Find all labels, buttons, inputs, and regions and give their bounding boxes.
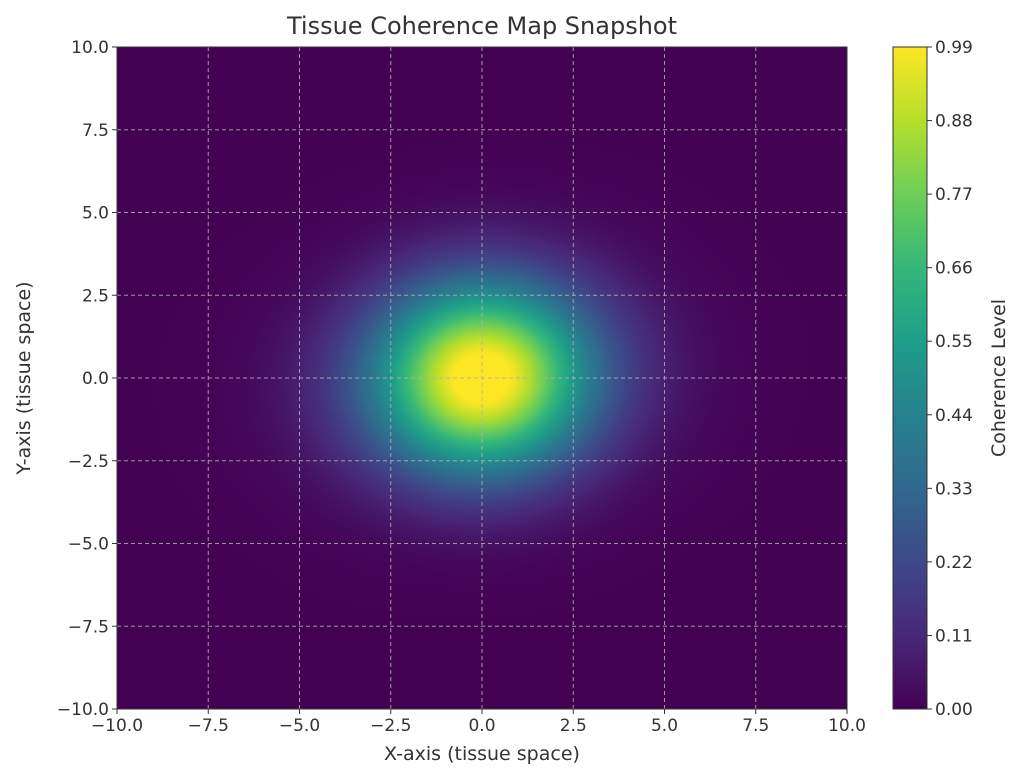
x-tick-label: −5.0 (279, 716, 320, 736)
y-tick-label: 0.0 (82, 369, 109, 389)
colorbar-tick-label: 0.11 (935, 626, 973, 646)
colorbar-tick-label: 0.22 (935, 553, 973, 573)
colorbar-ticks: 0.00 0.11 0.22 0.33 0.44 0.55 0.66 0.77 0.88 0.99 (927, 38, 973, 720)
colorbar-tick-label: 0.88 (935, 112, 973, 132)
y-tick-label: 10.0 (71, 38, 109, 58)
y-tick-label: −10.0 (57, 700, 109, 720)
y-tick-label: 7.5 (82, 121, 109, 141)
y-tick-label: −5.0 (68, 535, 109, 555)
colorbar-tick-label: 0.55 (935, 332, 973, 352)
colorbar-tick-label: 0.77 (935, 185, 973, 205)
x-tick-label: 2.5 (560, 716, 587, 736)
colorbar-tick-label: 0.66 (935, 259, 973, 279)
x-tick-label: −10.0 (91, 716, 143, 736)
x-tick-label: −2.5 (370, 716, 411, 736)
y-tick-label: −7.5 (68, 617, 109, 637)
x-tick-label: 10.0 (828, 716, 866, 736)
colorbar-tick-label: 0.44 (935, 406, 973, 426)
y-tick-label: −2.5 (68, 452, 109, 472)
grid-lines (117, 47, 847, 709)
x-tick-label: 5.0 (651, 716, 678, 736)
y-axis-label: Y-axis (tissue space) (13, 281, 35, 475)
colorbar-tick-label: 0.00 (935, 700, 973, 720)
x-tick-label: 0.0 (468, 716, 495, 736)
colorbar-label: Coherence Level (988, 299, 1010, 457)
chart-title: Tissue Coherence Map Snapshot (286, 12, 677, 40)
x-tick-label: −7.5 (188, 716, 229, 736)
colorbar-tick-label: 0.99 (935, 38, 973, 58)
x-axis-label: X-axis (tissue space) (384, 743, 580, 765)
colorbar (892, 46, 928, 710)
y-axis-ticks: −10.0 −7.5 −5.0 −2.5 0.0 2.5 5.0 7.5 10.0 (57, 38, 117, 720)
y-tick-label: 5.0 (82, 204, 109, 224)
colorbar-tick-label: 0.33 (935, 479, 973, 499)
x-axis-ticks: −10.0 −7.5 −5.0 −2.5 0.0 2.5 5.0 7.5 10.0 (91, 709, 866, 736)
x-tick-label: 7.5 (742, 716, 769, 736)
y-tick-label: 2.5 (82, 286, 109, 306)
